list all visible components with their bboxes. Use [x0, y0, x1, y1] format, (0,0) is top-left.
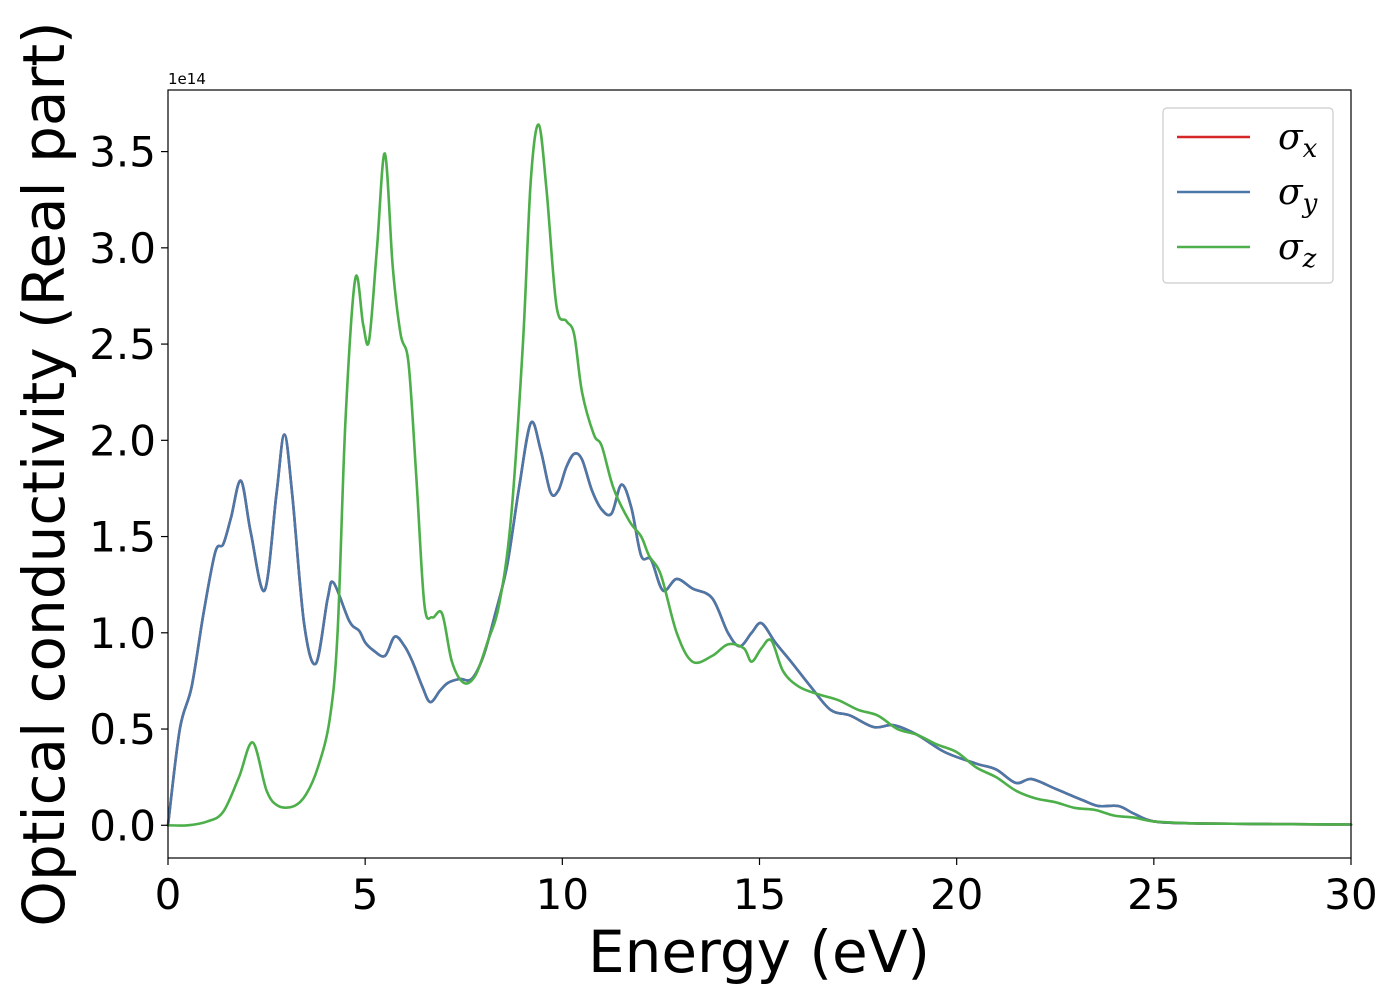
y-axis: 0.0 0.5 1.0 1.5 2.0 2.5 3.0 3.5 [89, 128, 168, 850]
x-tick-label: 20 [930, 870, 983, 919]
x-tick-label: 15 [733, 870, 786, 919]
legend-label-z: σz [1278, 227, 1317, 274]
x-tick-label: 25 [1127, 870, 1180, 919]
x-tick-label: 0 [155, 870, 182, 919]
y-tick-label: 3.5 [89, 128, 156, 177]
plot-area [166, 123, 1353, 827]
legend-frame [1162, 107, 1334, 284]
y-axis-label: Optical conductivity (Real part) [10, 21, 78, 926]
series-line-y [166, 420, 1353, 827]
x-tick-label: 5 [352, 870, 379, 919]
series-line-z [166, 123, 1353, 827]
y-tick-label: 0.5 [89, 705, 156, 754]
x-tick-label: 30 [1324, 870, 1377, 919]
x-axis-label: Energy (eV) [588, 918, 930, 986]
x-tick-label: 10 [536, 870, 589, 919]
y-tick-label: 3.0 [89, 224, 156, 273]
y-tick-label: 1.0 [89, 609, 156, 658]
x-axis: 0 5 10 15 20 25 30 [155, 858, 1378, 919]
y-tick-label: 1.5 [89, 513, 156, 562]
y-tick-label: 0.0 [89, 801, 156, 850]
legend-label-x: σx [1278, 117, 1318, 164]
y-tick-label: 2.0 [89, 416, 156, 465]
legend: σx σy σz [1162, 107, 1334, 284]
legend-label-y: σy [1278, 172, 1318, 219]
y-tick-label: 2.5 [89, 320, 156, 369]
y-offset-label: 1e14 [168, 70, 206, 88]
